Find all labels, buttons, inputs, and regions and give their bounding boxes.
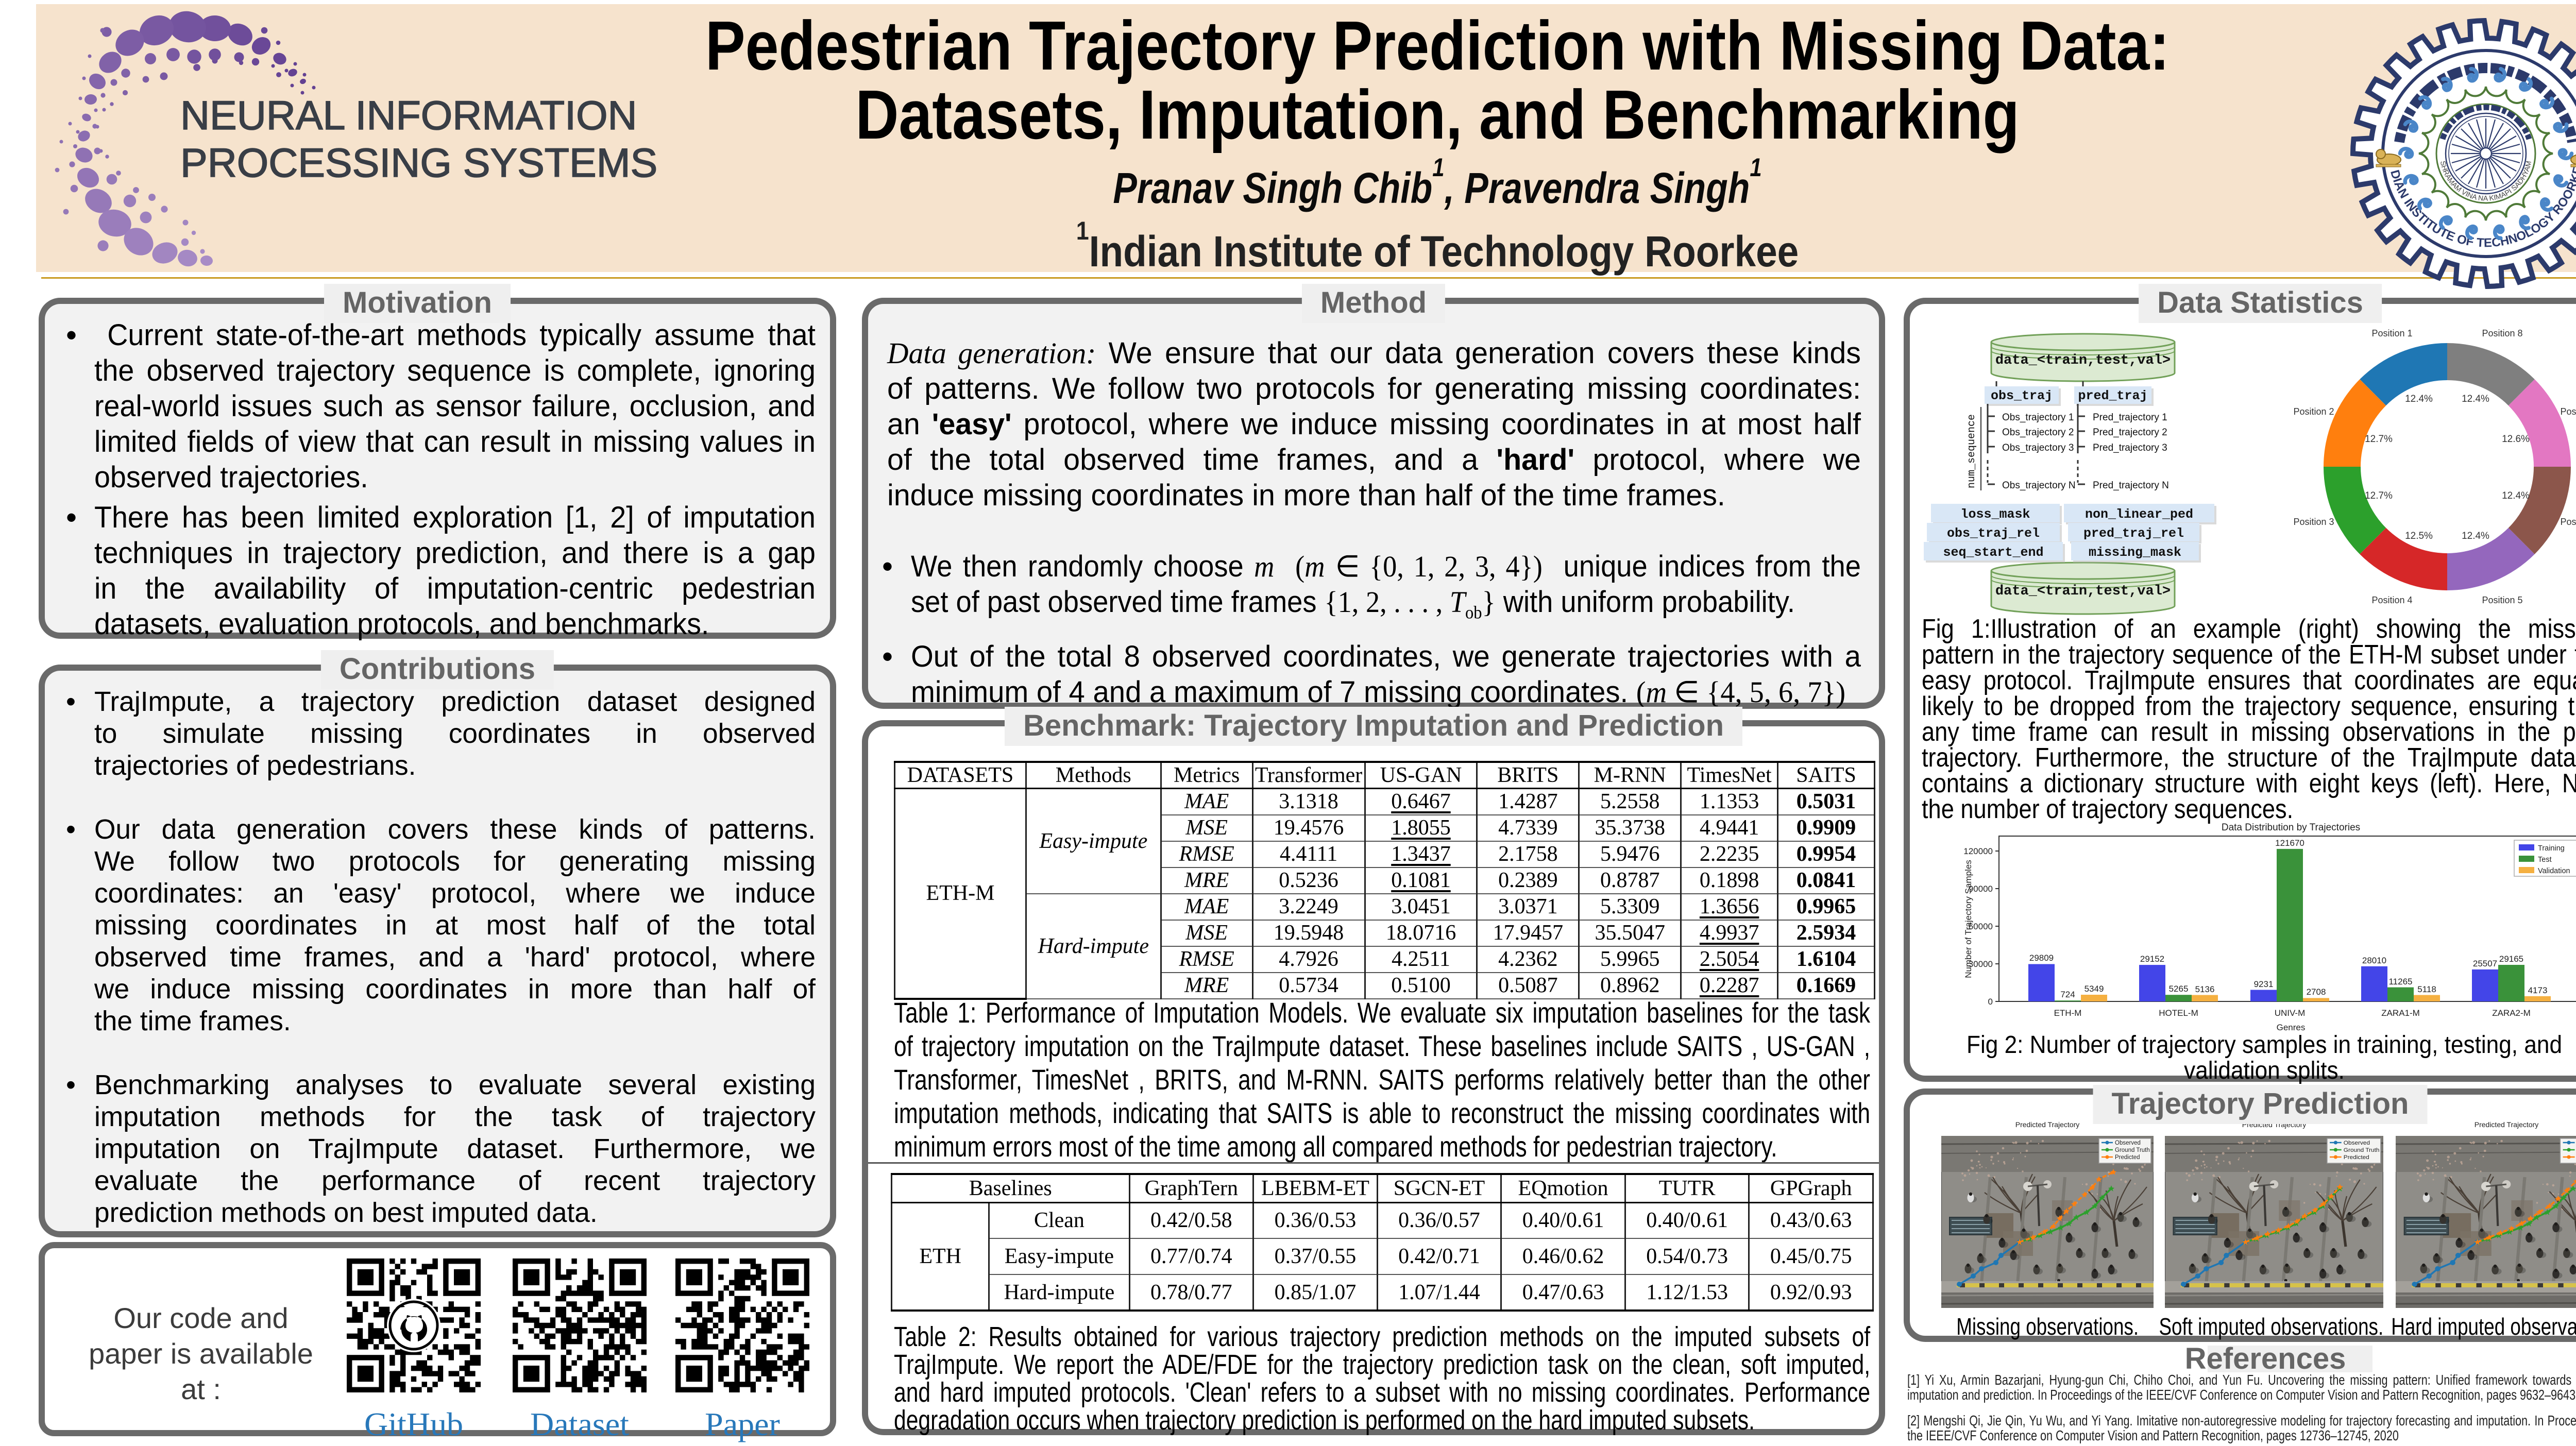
svg-text:724: 724 [2060,990,2075,999]
svg-text:Obs_trajectory N: Obs_trajectory N [2002,480,2076,491]
svg-text:Validation: Validation [2538,867,2570,875]
svg-text:Predicted: Predicted [2115,1154,2140,1161]
svg-text:12.5%: 12.5% [2405,531,2433,541]
svg-text:Data Distribution by Trajector: Data Distribution by Trajectories [2222,822,2360,833]
svg-text:Pred_trajectory 1: Pred_trajectory 1 [2093,412,2167,423]
svg-text:Observed: Observed [2344,1139,2370,1146]
svg-text:Pred_trajectory N: Pred_trajectory N [2093,480,2169,491]
svg-text:seq_start_end: seq_start_end [1943,545,2043,560]
svg-text:2708: 2708 [2307,987,2326,997]
svg-text:HOTEL-M: HOTEL-M [2159,1008,2198,1018]
svg-text:121670: 121670 [2275,838,2304,848]
svg-text:num_sequence: num_sequence [1966,414,1978,488]
svg-text:Test: Test [2538,856,2552,864]
svg-text:12.7%: 12.7% [2365,434,2393,445]
svg-text:ETH-M: ETH-M [2054,1008,2082,1018]
svg-text:5136: 5136 [2195,984,2215,994]
svg-text:pred_traj: pred_traj [2078,388,2147,403]
svg-text:Position 7: Position 7 [2560,406,2576,417]
svg-text:Position 5: Position 5 [2482,595,2522,605]
svg-text:Position 2: Position 2 [2293,406,2334,417]
svg-text:Pred_trajectory 3: Pred_trajectory 3 [2093,443,2167,453]
svg-text:obs_traj: obs_traj [1991,388,2053,403]
svg-text:11265: 11265 [2388,977,2412,986]
svg-text:data_<train,test,val>: data_<train,test,val> [1995,353,2171,368]
svg-text:60000: 60000 [1969,922,1993,931]
svg-text:Pred_trajectory 2: Pred_trajectory 2 [2093,427,2167,438]
svg-text:Ground Truth: Ground Truth [2115,1147,2150,1153]
svg-text:Obs_trajectory 1: Obs_trajectory 1 [2002,412,2074,423]
svg-text:29165: 29165 [2499,954,2523,964]
svg-text:obs_traj_rel: obs_traj_rel [1947,526,2040,541]
svg-text:4173: 4173 [2528,985,2548,995]
svg-text:5265: 5265 [2169,984,2189,994]
svg-text:5118: 5118 [2417,984,2436,994]
svg-text:Position 6: Position 6 [2560,517,2576,527]
svg-text:Position 3: Position 3 [2293,517,2334,527]
svg-text:UNIV-M: UNIV-M [2275,1008,2306,1018]
svg-text:Obs_trajectory 2: Obs_trajectory 2 [2002,427,2074,438]
svg-text:28010: 28010 [2362,956,2386,965]
svg-text:25507: 25507 [2473,959,2497,968]
svg-text:Obs_trajectory 3: Obs_trajectory 3 [2002,443,2074,453]
svg-text:120000: 120000 [1963,846,1993,856]
svg-text:data_<train,test,val>: data_<train,test,val> [1995,584,2171,599]
svg-text:12.4%: 12.4% [2405,394,2433,404]
svg-text:Training: Training [2538,844,2565,853]
svg-text:Position 8: Position 8 [2482,328,2522,338]
svg-text:29809: 29809 [2029,953,2054,963]
svg-text:Position 4: Position 4 [2371,595,2412,605]
svg-text:Ground Truth: Ground Truth [2344,1147,2380,1153]
svg-text:12.4%: 12.4% [2462,531,2489,541]
svg-text:12.4%: 12.4% [2502,490,2530,501]
svg-text:loss_mask: loss_mask [1960,507,2030,522]
svg-text:ZARA1-M: ZARA1-M [2381,1008,2420,1018]
svg-text:Number of Trajectory Samples: Number of Trajectory Samples [1963,860,1973,978]
svg-text:missing_mask: missing_mask [2089,545,2181,560]
svg-text:Predicted: Predicted [2344,1154,2369,1161]
svg-text:90000: 90000 [1969,884,1993,894]
svg-text:Observed: Observed [2115,1140,2141,1146]
svg-text:ZARA2-M: ZARA2-M [2492,1008,2531,1018]
svg-text:Position 1: Position 1 [2371,328,2412,338]
svg-text:Genres: Genres [2277,1023,2306,1032]
svg-text:30000: 30000 [1969,959,1993,969]
svg-text:12.7%: 12.7% [2365,490,2393,501]
svg-text:12.6%: 12.6% [2502,434,2530,445]
svg-text:9231: 9231 [2254,979,2274,989]
svg-text:12.4%: 12.4% [2462,394,2489,404]
svg-text:pred_traj_rel: pred_traj_rel [2083,526,2184,541]
svg-text:29152: 29152 [2140,954,2164,964]
svg-text:0: 0 [1988,997,1993,1007]
svg-text:non_linear_ped: non_linear_ped [2085,507,2193,522]
svg-text:5349: 5349 [2084,984,2104,994]
